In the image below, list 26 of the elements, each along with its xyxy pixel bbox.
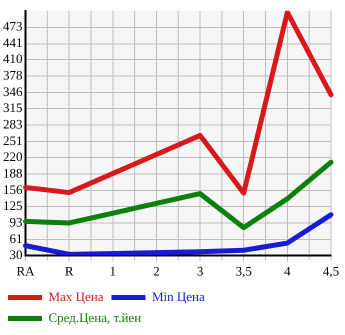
y-tick-label: 473 (3, 18, 22, 34)
x-tick-label: 2 (153, 264, 160, 279)
y-tick-label: 156 (3, 182, 23, 197)
y-tick-label: 441 (3, 35, 22, 50)
legend-label: Min Цена (152, 288, 205, 304)
y-tick-label: 30 (10, 246, 22, 262)
x-tick-label: 3 (196, 264, 204, 279)
y-tick-label: 378 (3, 68, 22, 83)
legend-label: Сред.Цена, т.йен (48, 310, 142, 325)
x-tick-label: 3,5 (236, 264, 252, 279)
x-tick-label: 1 (110, 264, 116, 279)
legend-label: Max Цена (48, 288, 104, 304)
y-tick-label: 125 (3, 198, 22, 213)
x-tick-label: 4,5 (322, 264, 340, 279)
y-tick-label: 283 (3, 116, 22, 132)
y-tick-label: 346 (3, 84, 23, 100)
y-tick-label: 93 (10, 214, 22, 230)
y-tick-label: 188 (3, 165, 22, 180)
y-tick-label: 61 (10, 230, 22, 246)
x-tick-label: RA (16, 264, 36, 279)
y-tick-label: 410 (3, 51, 22, 66)
x-tick-label: 4 (284, 264, 292, 279)
y-tick-label: 220 (3, 148, 22, 164)
y-tick-label: 251 (3, 133, 22, 148)
x-tick-label: R (64, 264, 74, 279)
y-tick-label: 315 (3, 100, 22, 116)
